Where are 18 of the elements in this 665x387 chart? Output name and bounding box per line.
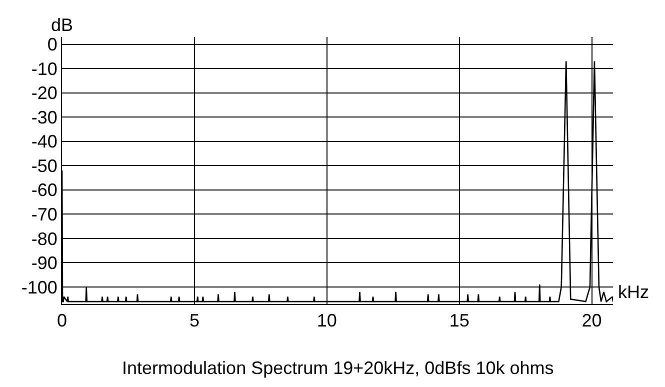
- x-tick-label: 10: [316, 310, 337, 331]
- y-tick-label: -50: [31, 156, 58, 176]
- text: Intermodulation Spectrum 19+20kHz, 0dBfs 10k ohms: [122, 358, 554, 378]
- y-tick-label: -80: [31, 228, 58, 249]
- x-axis-title: kHz: [618, 282, 649, 302]
- y-tick-label: -100: [21, 277, 58, 298]
- y-tick-label: 0: [47, 34, 58, 55]
- y-tick-label: -10: [31, 58, 58, 79]
- y-tick-label: -40: [31, 132, 58, 152]
- x-tick-label: 5: [189, 310, 200, 331]
- y-tick-label: -20: [31, 83, 58, 104]
- x-tick-label: 20: [582, 310, 602, 331]
- y-tick-label: -30: [31, 107, 58, 128]
- y-tick-label: -90: [31, 253, 58, 274]
- y-tick-label: -60: [31, 180, 58, 200]
- x-tick-label: 15: [449, 310, 470, 331]
- y-tick-label: -70: [31, 204, 58, 224]
- y-axis-title: dB: [51, 15, 74, 35]
